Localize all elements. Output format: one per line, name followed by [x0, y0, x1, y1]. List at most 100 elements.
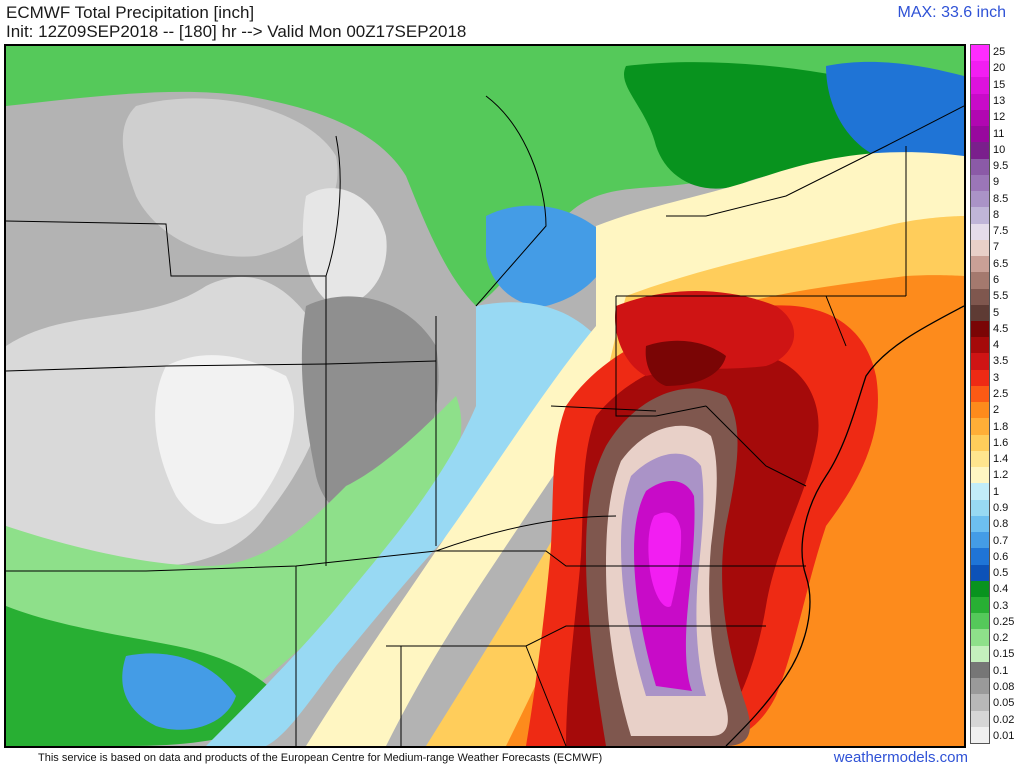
colorbar-label: 7: [993, 241, 1000, 254]
colorbar-label: 0.05: [993, 697, 1015, 710]
colorbar-label: 1.6: [993, 436, 1009, 449]
yellow-band: [306, 152, 964, 746]
colorbar-label: 8: [993, 208, 1000, 221]
colorbar-label: 2.5: [993, 388, 1009, 400]
colorbar: [970, 44, 990, 744]
colorbar-segment: [971, 402, 989, 419]
colorbar-label: 0.3: [993, 599, 1009, 612]
magenta-max: [648, 512, 682, 607]
colorbar-label: 6: [993, 274, 1000, 287]
colorbar-label: 6.5: [993, 257, 1009, 270]
colorbar-segment: [971, 77, 989, 94]
colorbar-segment: [971, 61, 989, 78]
colorbar-segment: [971, 239, 989, 257]
cyan-band: [206, 302, 596, 746]
coastline: [725, 305, 964, 746]
colorbar-label: 4.5: [993, 322, 1009, 335]
dry-region-north: [122, 98, 338, 257]
colorbar-label: 1.8: [993, 420, 1009, 433]
colorbar-label: 0.9: [993, 501, 1009, 514]
colorbar-label: 0.6: [993, 550, 1009, 563]
chart-subtitle: Init: 12Z09SEP2018 -- [180] hr --> Valid…: [6, 22, 467, 41]
colorbar-segment: [971, 93, 989, 110]
colorbar-segment: [971, 434, 989, 451]
colorbar-label: 0.4: [993, 583, 1009, 596]
colorbar-segment: [971, 499, 989, 516]
colorbar-segment: [971, 369, 989, 386]
colorbar-segment: [971, 418, 989, 435]
colorbar-segment: [971, 191, 989, 208]
colorbar-label: 11: [993, 127, 1005, 140]
colorbar-segment: [971, 564, 989, 581]
colorbar-segment: [971, 304, 989, 321]
colorbar-segment: [971, 174, 989, 192]
colorbar-segment: [971, 710, 989, 727]
footer-note: This service is based on data and produc…: [38, 752, 603, 764]
colorbar-segment: [971, 613, 989, 630]
colorbar-label: 5: [993, 306, 1000, 319]
darkred-north-patch: [645, 340, 726, 386]
colorbar-segment: [971, 694, 989, 711]
boundary-lines: [6, 95, 964, 746]
colorbar-label: 3.5: [993, 355, 1009, 368]
colorbar-segment: [971, 45, 989, 62]
colorbar-label: 0.5: [993, 567, 1009, 580]
colorbar-segment: [971, 272, 989, 289]
colorbar-segment: [971, 532, 989, 549]
colorbar-label: 10: [993, 143, 1006, 156]
colorbar-label: 20: [993, 62, 1006, 75]
dry-region-lake-area: [302, 188, 387, 306]
colorbar-segment: [971, 580, 989, 597]
colorbar-label: 1: [993, 485, 1000, 498]
colorbar-segment: [971, 645, 989, 662]
colorbar-label: 1.4: [993, 453, 1009, 466]
colorbar-label: 0.1: [993, 664, 1009, 677]
colorbar-label: 5.5: [993, 290, 1009, 303]
colorbar-label: 0.08: [993, 681, 1015, 694]
colorbar-segment: [971, 467, 989, 484]
chart-title: ECMWF Total Precipitation [inch]: [6, 3, 255, 22]
precipitation-map[interactable]: [4, 44, 966, 748]
colorbar-label: 8.5: [993, 192, 1009, 205]
colorbar-label: 0.15: [993, 648, 1015, 661]
colorbar-segment: [971, 629, 989, 646]
colorbar-label: 1.2: [993, 469, 1009, 482]
colorbar-segment: [971, 483, 989, 500]
colorbar-label: 0.01: [993, 729, 1015, 742]
colorbar-label: 9.5: [993, 160, 1009, 173]
blue-sw: [122, 653, 236, 730]
colorbar-segment: [971, 548, 989, 565]
colorbar-segment: [971, 515, 989, 533]
colorbar-segment: [971, 678, 989, 695]
colorbar-segment: [971, 337, 989, 354]
colorbar-segment: [971, 109, 989, 127]
colorbar-labels: 25 20 15 13 12 11 10 9.5 9 8.5 8 7.5 7 6.5 6 5.5 5 4.5 4 3.…: [993, 44, 1023, 744]
colorbar-label: 13: [993, 94, 1006, 107]
colorbar-segment: [971, 596, 989, 614]
colorbar-segment: [971, 126, 989, 143]
colorbar-segment: [971, 385, 989, 403]
colorbar-label: 7.5: [993, 225, 1009, 238]
colorbar-segment: [971, 353, 989, 370]
colorbar-segment: [971, 320, 989, 338]
dry-core-white: [155, 355, 295, 525]
colorbar-label: 25: [993, 46, 1006, 59]
footer-brand-link[interactable]: weathermodels.com: [833, 749, 968, 766]
colorbar-segment: [971, 223, 989, 240]
colorbar-segment: [971, 661, 989, 679]
colorbar-label: 0.25: [993, 615, 1015, 628]
colorbar-label: 4: [993, 339, 1000, 352]
colorbar-segment: [971, 256, 989, 273]
map-canvas: [6, 46, 964, 746]
colorbar-segment: [971, 288, 989, 305]
max-value-label: MAX: 33.6 inch: [897, 4, 1007, 21]
blue-lakes: [486, 205, 608, 307]
colorbar-segment: [971, 158, 989, 175]
colorbar-segment: [971, 207, 989, 224]
colorbar-segment: [971, 450, 989, 468]
colorbar-label: 15: [993, 78, 1006, 91]
colorbar-label: 0.02: [993, 713, 1015, 726]
colorbar-label: 3: [993, 371, 1000, 384]
colorbar-segment: [971, 726, 989, 744]
colorbar-label: 0.8: [993, 518, 1009, 531]
